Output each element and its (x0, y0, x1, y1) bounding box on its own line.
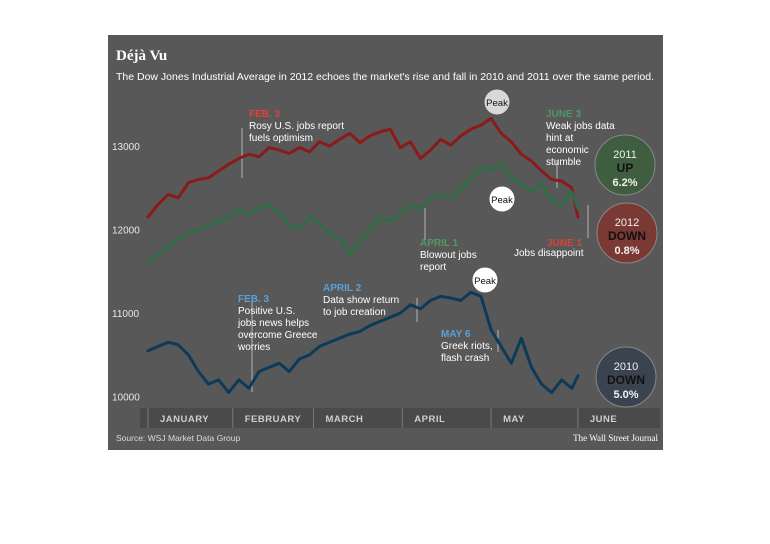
badge-direction: DOWN (607, 373, 645, 387)
annotation-text: economic (546, 145, 589, 156)
y-tick-label: 13000 (112, 142, 140, 153)
month-label: APRIL (414, 414, 445, 425)
annotation-text: Data show return (323, 295, 399, 306)
y-axis: 10000 11000 12000 13000 (112, 142, 140, 404)
annotation-text: worries (237, 342, 270, 353)
y-tick-label: 10000 (112, 393, 140, 404)
annotation-heading: JUNE 3 (546, 109, 581, 120)
month-label: JANUARY (160, 414, 209, 425)
annotation-text: Positive U.S. (238, 306, 295, 317)
peak-label: Peak (474, 276, 496, 287)
source-note: Source: WSJ Market Data Group (116, 433, 241, 443)
badge-year: 2010 (614, 361, 638, 373)
badge-percent: 6.2% (612, 177, 637, 189)
badge-2012: 2012 DOWN 0.8% (596, 202, 658, 264)
peak-marker-2012: Peak (483, 88, 511, 116)
annotation-leader-lines (241, 128, 589, 392)
annotation-heading: APRIL 1 (420, 238, 459, 249)
annotation-text: to job creation (323, 307, 386, 318)
badge-direction: DOWN (608, 229, 646, 243)
month-label: JUNE (590, 414, 617, 425)
month-label: MAY (503, 414, 525, 425)
annotation-text: stumble (546, 157, 581, 168)
badge-2010: 2010 DOWN 5.0% (595, 346, 657, 408)
series-line-2011 (146, 161, 580, 265)
annotation-text: Blowout jobs (420, 250, 477, 261)
annotation-text: Jobs disappoint (514, 248, 584, 259)
series-line-2012 (146, 116, 580, 219)
series-line-2010 (146, 290, 580, 394)
annotation-heading: FEB. 3 (249, 109, 281, 120)
y-tick-label: 12000 (112, 226, 140, 237)
annotation-text: overcome Greece (238, 330, 318, 341)
month-label: FEBRUARY (245, 414, 302, 425)
annotation-heading: JUNE 1 (547, 238, 582, 249)
annotation-heading: APRIL 2 (323, 283, 362, 294)
peak-marker-2010: Peak (471, 266, 499, 294)
annotation-text: Weak jobs data (546, 121, 615, 132)
annotation-heading: FEB. 3 (238, 294, 270, 305)
chart-subtitle: The Dow Jones Industrial Average in 2012… (116, 71, 654, 83)
badge-percent: 0.8% (614, 245, 639, 257)
y-tick-label: 11000 (112, 309, 140, 320)
peak-marker-2011: Peak (488, 185, 516, 213)
badge-percent: 5.0% (613, 389, 638, 401)
badge-2011: 2011 UP 6.2% (594, 134, 656, 196)
annotation-text: report (420, 262, 446, 273)
peak-label: Peak (491, 195, 513, 206)
annotation-text: fuels optimism (249, 133, 313, 144)
annotation-text: Rosy U.S. jobs report (249, 121, 344, 132)
x-axis-months: JANUARY FEBRUARY MARCH APRIL MAY JUNE (147, 408, 617, 428)
annotation-text: flash crash (441, 353, 489, 364)
series-layer (146, 116, 580, 394)
badge-year: 2012 (615, 217, 639, 229)
annotation-text: Greek riots, (441, 341, 493, 352)
chart-background (108, 35, 663, 450)
month-axis-band (140, 408, 660, 428)
badge-year: 2011 (613, 149, 637, 161)
publisher-credit: The Wall Street Journal (573, 433, 658, 443)
month-label: MARCH (325, 414, 363, 425)
peak-label: Peak (486, 98, 508, 109)
annotation-text: jobs news helps (237, 318, 309, 329)
annotation-heading: MAY 6 (441, 329, 471, 340)
chart-title: Déjà Vu (116, 48, 167, 64)
badge-direction: UP (617, 161, 634, 175)
annotation-text: hint at (546, 133, 573, 144)
